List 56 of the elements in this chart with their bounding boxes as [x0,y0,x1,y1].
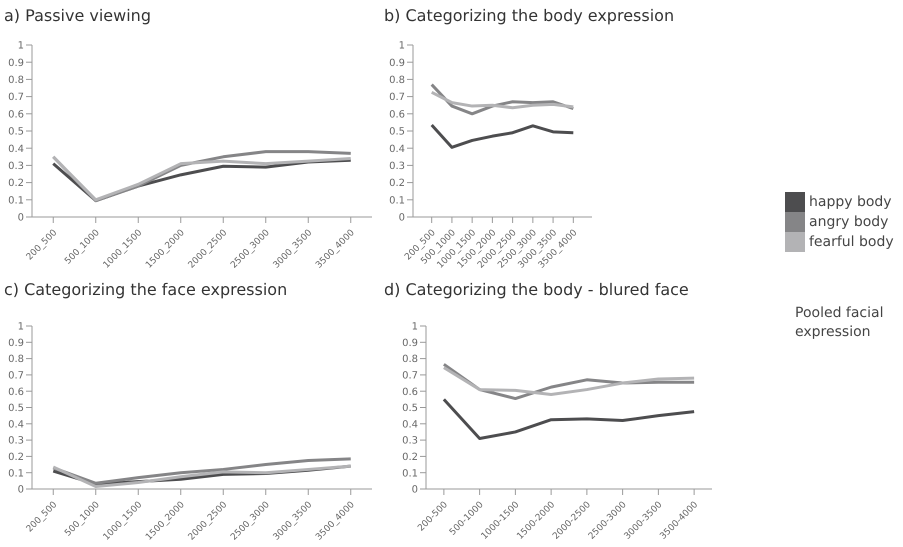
y-tick-label: 0.7 [8,370,24,382]
y-tick-label: 0 [412,484,418,496]
legend-label: happy body [809,194,892,210]
y-tick-label: 0 [18,484,24,496]
y-tick-label: 0.8 [8,74,24,86]
chart-title: d) Categorizing the body - blured face [383,279,690,301]
y-tick-label: 1 [398,40,405,52]
y-tick-label: 0.9 [8,338,24,349]
legend-label: angry body [809,214,888,230]
text: Pooled facial expression [795,304,884,342]
line-series [442,398,696,440]
chart-title: a) Passive viewing [3,5,152,27]
y-tick-label: 0.4 [8,144,24,155]
line-series [430,90,575,110]
y-tick-label: 0.5 [8,403,24,414]
line-series [430,123,575,149]
chart-title: c) Categorizing the face expression [3,279,288,301]
y-tick-label: 0.4 [402,419,418,430]
y-tick-label: 0.2 [8,178,24,190]
y-tick-label: 0.1 [8,195,24,206]
y-tick-label: 0.1 [402,468,418,480]
y-tick-label: 0.8 [402,354,418,366]
y-tick-label: 1 [412,322,418,333]
y-tick-label: 0.1 [8,468,24,480]
y-tick-label: 0.3 [402,436,418,447]
y-tick-label: 0.6 [8,109,24,120]
y-tick-label: 0 [398,212,405,224]
y-tick-label: 0.7 [389,92,405,104]
y-tick-label: 0.3 [8,160,24,172]
y-tick-label: 0 [18,212,24,224]
y-tick-label: 0.8 [8,354,24,366]
legend-label: fearful body [809,234,894,250]
chart-title: b) Categorizing the body expression [383,5,676,27]
y-tick-label: 0.6 [389,109,405,120]
y-tick-label: 0.3 [8,436,24,447]
y-tick-label: 0.5 [389,126,405,138]
y-tick-label: 0.5 [8,126,24,138]
y-tick-label: 1 [18,40,24,52]
y-tick-label: 0.6 [8,386,24,398]
y-tick-label: 0.9 [389,58,405,69]
y-tick-label: 0.4 [389,144,405,155]
line-series [52,457,352,485]
y-tick-label: 0.1 [389,195,405,206]
y-tick-label: 0.8 [389,74,405,86]
y-tick-label: 0.9 [402,338,418,349]
y-tick-label: 0.7 [8,92,24,104]
y-tick-label: 0.9 [8,58,24,69]
y-tick-label: 0.7 [402,370,418,382]
y-tick-label: 1 [18,322,24,333]
y-tick-label: 0.2 [8,452,24,463]
y-tick-label: 0.3 [389,160,405,172]
y-tick-label: 0.2 [402,452,418,463]
y-tick-label: 0.4 [8,419,24,430]
y-tick-label: 0.5 [402,403,418,414]
y-tick-label: 0.2 [389,178,405,190]
y-tick-label: 0.6 [402,386,418,398]
